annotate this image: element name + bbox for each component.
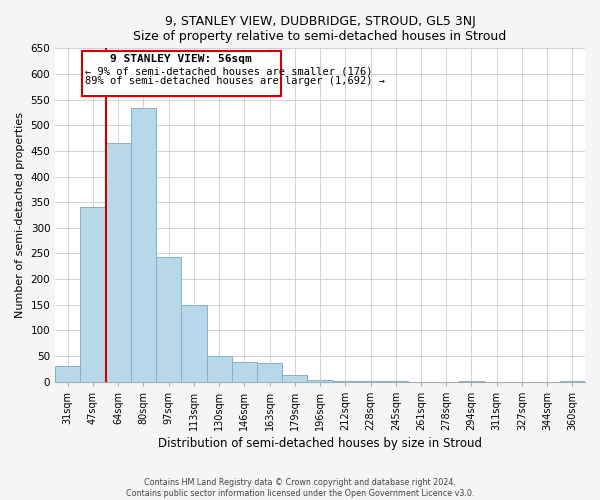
Text: ← 9% of semi-detached houses are smaller (176): ← 9% of semi-detached houses are smaller… — [85, 66, 373, 76]
Bar — [106, 143, 131, 382]
Bar — [131, 108, 156, 382]
Bar — [80, 208, 106, 382]
Bar — [206, 356, 232, 382]
Title: 9, STANLEY VIEW, DUDBRIDGE, STROUD, GL5 3NJ
Size of property relative to semi-de: 9, STANLEY VIEW, DUDBRIDGE, STROUD, GL5 … — [133, 15, 507, 43]
Bar — [55, 366, 80, 382]
X-axis label: Distribution of semi-detached houses by size in Stroud: Distribution of semi-detached houses by … — [158, 437, 482, 450]
Text: Contains HM Land Registry data © Crown copyright and database right 2024.
Contai: Contains HM Land Registry data © Crown c… — [126, 478, 474, 498]
Bar — [332, 380, 358, 382]
Bar — [282, 376, 307, 382]
Bar — [560, 381, 585, 382]
Bar — [459, 381, 484, 382]
Bar — [383, 381, 409, 382]
Bar — [257, 363, 282, 382]
Bar — [181, 304, 206, 382]
FancyBboxPatch shape — [82, 52, 281, 96]
Y-axis label: Number of semi-detached properties: Number of semi-detached properties — [15, 112, 25, 318]
Bar — [307, 380, 332, 382]
Bar — [232, 362, 257, 382]
Text: 89% of semi-detached houses are larger (1,692) →: 89% of semi-detached houses are larger (… — [85, 76, 385, 86]
Bar — [156, 257, 181, 382]
Text: 9 STANLEY VIEW: 56sqm: 9 STANLEY VIEW: 56sqm — [110, 54, 252, 64]
Bar — [358, 381, 383, 382]
